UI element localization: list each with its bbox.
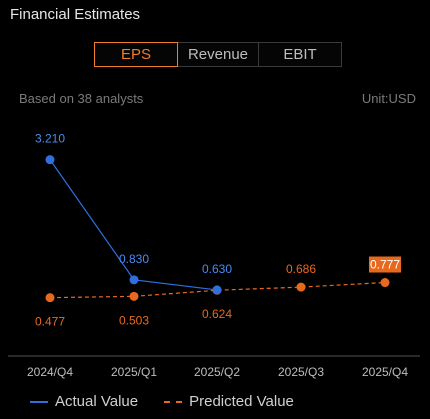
legend-predicted-label: Predicted Value	[189, 393, 294, 410]
predicted-point	[45, 293, 55, 303]
legend-actual-swatch	[30, 400, 48, 403]
predicted-data-label: 0.503	[119, 313, 149, 327]
predicted-data-label: 0.624	[202, 307, 232, 321]
predicted-data-label: 0.777	[370, 258, 400, 272]
analyst-count: Based on 38 analysts	[19, 91, 144, 106]
unit-label: Unit:USD	[361, 91, 416, 106]
predicted-point	[129, 291, 139, 301]
metric-tabs: EPS Revenue EBIT	[94, 42, 342, 67]
page-title: Financial Estimates	[10, 6, 141, 23]
legend-item-actual[interactable]: Actual Value	[30, 393, 138, 410]
actual-point	[212, 285, 222, 295]
legend-item-predicted[interactable]: Predicted Value	[164, 393, 294, 410]
x-tick-label: 2024/Q4	[27, 365, 73, 379]
predicted-data-label: 0.477	[35, 315, 65, 329]
legend-actual-label: Actual Value	[55, 393, 139, 410]
tab-ebit[interactable]: EBIT	[258, 42, 342, 67]
actual-point	[129, 275, 139, 285]
legend-predicted-swatch	[164, 400, 183, 403]
predicted-data-label: 0.686	[286, 262, 316, 276]
x-tick-label: 2025/Q4	[362, 365, 408, 379]
predicted-point	[296, 282, 306, 292]
actual-data-label: 3.210	[35, 132, 65, 146]
actual-point	[45, 155, 55, 165]
chart-legend: Actual Value Predicted Value	[30, 393, 320, 410]
x-tick-label: 2025/Q3	[278, 365, 324, 379]
actual-data-label: 0.830	[119, 252, 149, 266]
highlighted-label-box	[369, 256, 401, 273]
x-tick-label: 2025/Q2	[194, 365, 240, 379]
tab-eps[interactable]: EPS	[94, 42, 178, 67]
actual-series-line	[49, 159, 218, 291]
x-tick-label: 2025/Q1	[111, 365, 157, 379]
actual-data-label: 0.630	[202, 262, 232, 276]
predicted-series-line	[49, 281, 386, 299]
predicted-point	[380, 278, 390, 288]
